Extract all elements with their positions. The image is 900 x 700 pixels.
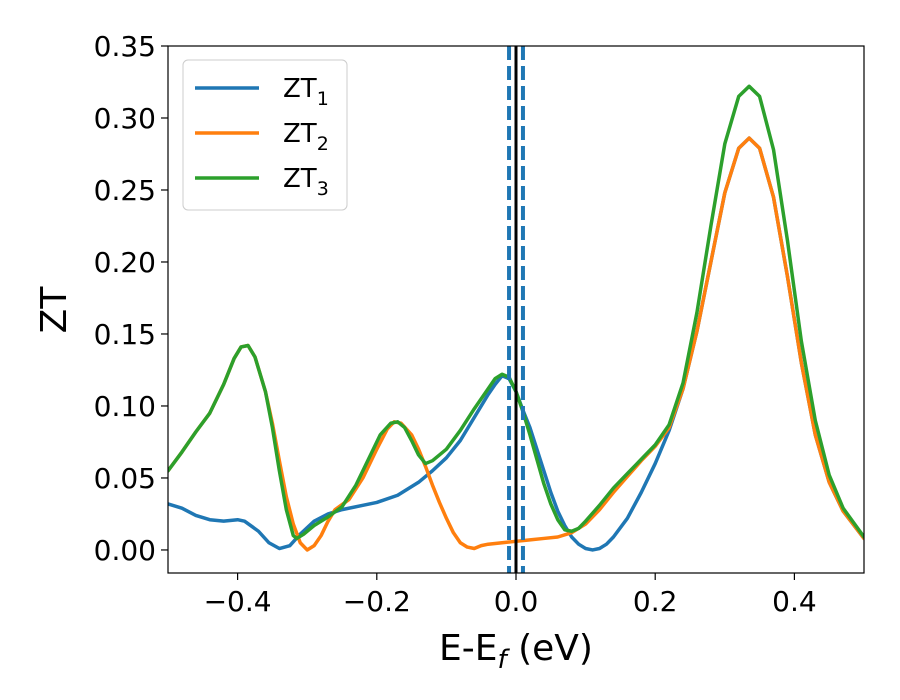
series-layer bbox=[168, 84, 864, 552]
y-tick-label: 0.30 bbox=[94, 102, 156, 135]
y-tick-label: 0.00 bbox=[94, 534, 156, 567]
y-axis-ticks: 0.00 0.05 0.10 0.15 0.20 0.25 0.30 0.35 bbox=[94, 30, 168, 567]
legend-label-3: ZT3 bbox=[283, 164, 329, 200]
x-axis-title: E-Ef (eV) bbox=[439, 628, 593, 675]
x-axis-title-unit: (eV) bbox=[507, 628, 593, 669]
legend-box bbox=[182, 59, 348, 211]
y-tick-label: 0.10 bbox=[94, 390, 156, 423]
x-tick-label: 0.4 bbox=[772, 585, 817, 618]
legend-label-1: ZT1 bbox=[283, 74, 329, 110]
series-line-3 bbox=[168, 84, 864, 541]
x-axis-title-main: E-E bbox=[439, 628, 497, 669]
y-tick-label: 0.05 bbox=[94, 462, 156, 495]
y-tick-label: 0.35 bbox=[94, 30, 156, 63]
y-tick-label: 0.15 bbox=[94, 318, 156, 351]
x-axis-ticks: −0.4 −0.2 0.0 0.2 0.4 bbox=[204, 573, 817, 618]
vertical-lines-layer bbox=[507, 46, 525, 573]
y-tick-label: 0.20 bbox=[94, 246, 156, 279]
x-tick-label: −0.2 bbox=[343, 585, 411, 618]
x-tick-label: 0.0 bbox=[494, 585, 539, 618]
x-tick-label: −0.4 bbox=[204, 585, 272, 618]
x-tick-label: 0.2 bbox=[633, 585, 678, 618]
y-axis-title: ZT bbox=[34, 286, 75, 334]
legend: ZT1 ZT2 ZT3 bbox=[182, 59, 348, 211]
y-tick-label: 0.25 bbox=[94, 174, 156, 207]
legend-label-2: ZT2 bbox=[283, 119, 329, 155]
legend-entries: ZT1 ZT2 ZT3 bbox=[195, 74, 329, 200]
